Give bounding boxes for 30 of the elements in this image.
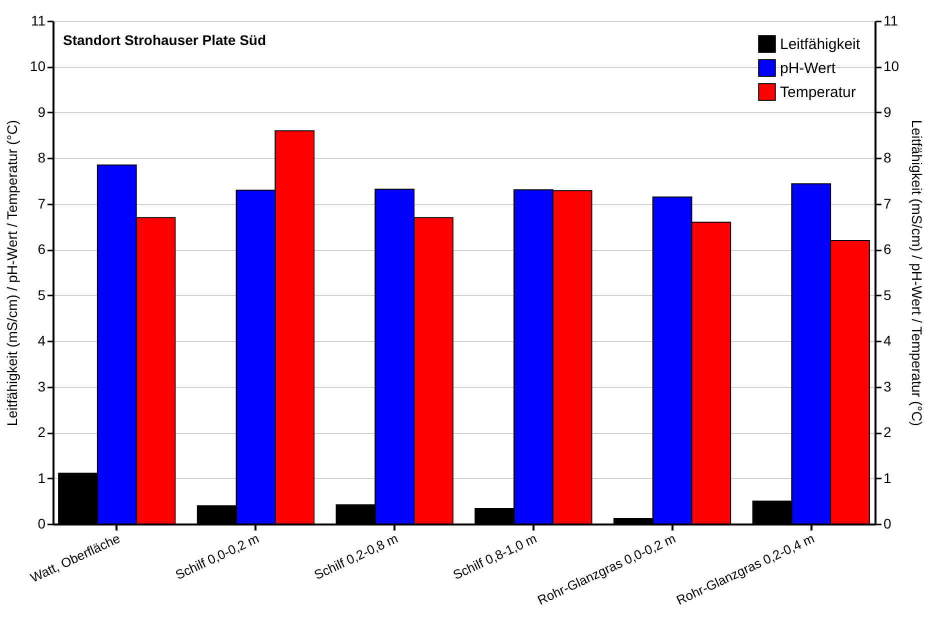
text: Standort Strohauser Plate Süd [63,32,266,48]
legend-label: pH-Wert [780,60,836,77]
y2-tick-label: 2 [884,424,892,440]
y-tick-label: 7 [38,195,46,212]
y2-tick-label: 5 [884,286,892,303]
y2-tick-label: 11 [884,12,898,28]
y2-tick-label: 7 [884,195,892,212]
y-tick-label: 9 [38,104,46,120]
y-tick-label: 2 [38,424,46,440]
y-axis-title: Leitfähigkeit (mS/cm) / pH-Wert / Temperatur (°C) [4,120,20,426]
y2-tick-label: 1 [884,470,892,486]
y-tick-label: 3 [38,378,46,394]
y2-tick-label: 10 [884,58,900,74]
y-tick-label: 10 [30,58,46,74]
y-tick-label: 4 [38,332,46,349]
legend-label: Leitfähigkeit [780,36,861,53]
y-tick-label: 6 [38,241,46,258]
y-tick-label: 5 [38,286,46,303]
y2-axis-title: Leitfähigkeit (mS/cm) / pH-Wert / Temperatur (°C) [909,120,926,426]
y-tick-label: 0 [38,516,46,532]
y2-tick-label: 3 [884,378,892,394]
legend-label: Temperatur [780,84,856,101]
y2-tick-label: 4 [884,332,892,349]
y2-tick-label: 6 [884,241,892,258]
y2-tick-label: 9 [884,104,892,120]
y-tick-label: 8 [38,150,46,166]
y-tick-label: 1 [38,470,46,486]
y2-tick-label: 8 [884,150,892,166]
y-tick-label: 11 [30,12,46,28]
y2-tick-label: 0 [884,516,892,532]
